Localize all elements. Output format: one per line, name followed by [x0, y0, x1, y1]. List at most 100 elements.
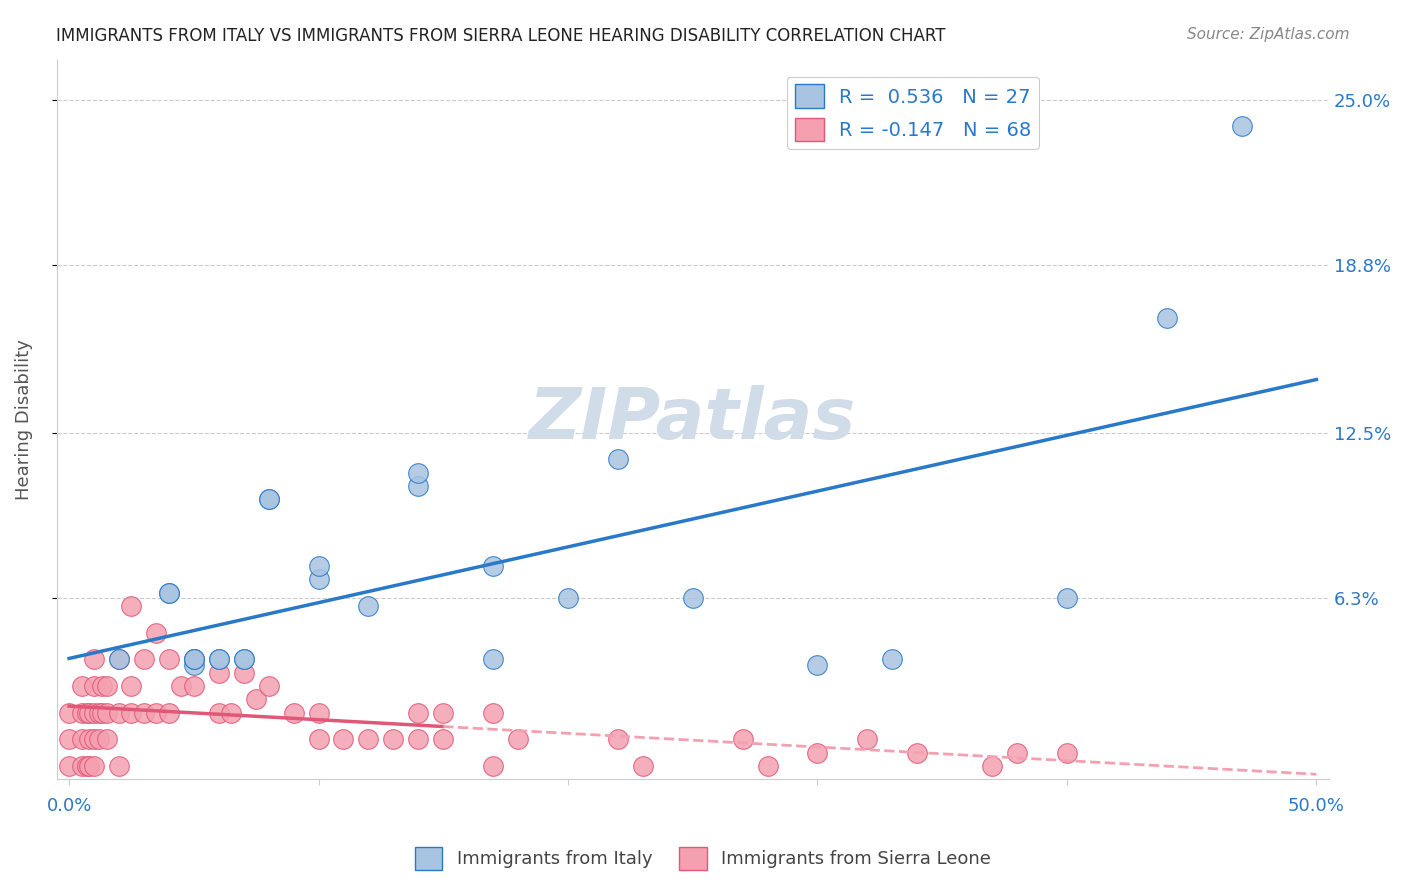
Point [882, 652, 904, 666]
Point [77, 759, 100, 773]
Point [145, 625, 167, 640]
Point [508, 732, 530, 747]
Point [408, 466, 430, 480]
Point [408, 706, 430, 720]
Point [432, 732, 454, 747]
Point [219, 706, 242, 720]
Point [905, 746, 928, 760]
Point [132, 706, 155, 720]
Point [756, 759, 779, 773]
Point [96, 732, 118, 747]
Point [482, 652, 505, 666]
Point [308, 706, 330, 720]
Point [308, 732, 330, 747]
Point [58, 732, 80, 747]
Point [90, 679, 112, 693]
Point [208, 652, 231, 666]
Point [806, 657, 828, 672]
Point [606, 452, 628, 467]
Point [257, 492, 280, 507]
Point [83, 652, 105, 666]
Point [77, 706, 100, 720]
Point [145, 706, 167, 720]
Point [87, 706, 110, 720]
Point [120, 679, 142, 693]
Point [208, 652, 231, 666]
Point [1005, 746, 1028, 760]
Point [382, 732, 405, 747]
Point [108, 759, 131, 773]
Point [183, 652, 205, 666]
Point [157, 652, 180, 666]
Point [482, 559, 505, 574]
Text: IMMIGRANTS FROM ITALY VS IMMIGRANTS FROM SIERRA LEONE HEARING DISABILITY CORRELA: IMMIGRANTS FROM ITALY VS IMMIGRANTS FROM… [56, 27, 946, 45]
Point [1230, 120, 1253, 134]
Point [108, 652, 131, 666]
Point [308, 559, 330, 574]
Point [183, 652, 205, 666]
Point [332, 732, 354, 747]
Point [83, 706, 105, 720]
Point [208, 706, 231, 720]
Point [408, 479, 430, 493]
Point [70, 706, 93, 720]
Point [482, 706, 505, 720]
Point [96, 679, 118, 693]
Point [157, 586, 180, 600]
Point [157, 586, 180, 600]
Point [631, 759, 654, 773]
Point [232, 652, 254, 666]
Point [856, 732, 879, 747]
Point [208, 665, 231, 680]
Point [357, 732, 380, 747]
Point [170, 679, 193, 693]
Point [183, 652, 205, 666]
Legend: R =  0.536   N = 27, R = -0.147   N = 68: R = 0.536 N = 27, R = -0.147 N = 68 [787, 77, 1039, 149]
Point [232, 652, 254, 666]
Text: Source: ZipAtlas.com: Source: ZipAtlas.com [1187, 27, 1350, 42]
Point [257, 679, 280, 693]
Point [87, 732, 110, 747]
Point [245, 692, 267, 706]
Point [1156, 311, 1178, 326]
Point [83, 679, 105, 693]
Point [83, 732, 105, 747]
Point [58, 706, 80, 720]
Point [308, 573, 330, 587]
Point [70, 732, 93, 747]
Point [108, 706, 131, 720]
Text: 50.0%: 50.0% [1288, 797, 1346, 815]
Point [70, 679, 93, 693]
Point [120, 706, 142, 720]
Point [408, 732, 430, 747]
Point [108, 652, 131, 666]
Legend: Immigrants from Italy, Immigrants from Sierra Leone: Immigrants from Italy, Immigrants from S… [408, 840, 998, 877]
Point [1056, 746, 1078, 760]
Point [183, 679, 205, 693]
Point [357, 599, 380, 613]
Y-axis label: Hearing Disability: Hearing Disability [15, 339, 32, 500]
Point [482, 759, 505, 773]
Point [183, 657, 205, 672]
Point [76, 706, 98, 720]
Point [90, 706, 112, 720]
Point [606, 732, 628, 747]
Point [120, 599, 142, 613]
Point [132, 652, 155, 666]
Point [257, 492, 280, 507]
Text: ZIPatlas: ZIPatlas [529, 385, 856, 454]
Point [806, 746, 828, 760]
Point [232, 665, 254, 680]
Point [96, 706, 118, 720]
Point [157, 706, 180, 720]
Point [83, 759, 105, 773]
Point [731, 732, 754, 747]
Point [1056, 591, 1078, 606]
Point [682, 591, 704, 606]
Point [981, 759, 1004, 773]
Point [77, 732, 100, 747]
Point [557, 591, 579, 606]
Point [283, 706, 305, 720]
Point [70, 759, 93, 773]
Point [432, 706, 454, 720]
